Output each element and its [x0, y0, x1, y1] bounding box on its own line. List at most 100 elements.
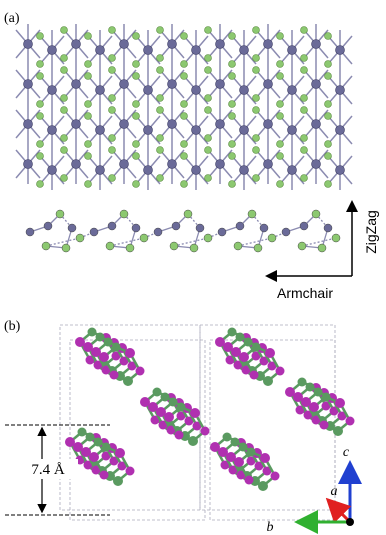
- axis-a: [330, 502, 350, 522]
- metal-atom: [120, 40, 129, 49]
- metal-atom: [196, 224, 204, 232]
- bond: [302, 238, 336, 246]
- metal-atom: [44, 222, 52, 230]
- metal-atom: [216, 80, 225, 89]
- bond: [238, 238, 272, 246]
- atom: [115, 448, 125, 458]
- chalcogen-atom: [109, 175, 116, 182]
- atom: [223, 433, 232, 442]
- metal-atom: [168, 120, 177, 129]
- chalcogen-atom: [157, 95, 164, 102]
- chalcogen-atom: [85, 33, 92, 40]
- metal-atom: [120, 160, 129, 169]
- chalcogen-atom: [109, 55, 116, 62]
- chalcogen-atom: [109, 27, 116, 34]
- chalcogen-atom: [133, 113, 140, 120]
- panel-label: (a): [4, 11, 20, 26]
- metal-atom: [336, 166, 345, 175]
- metal-atom: [218, 228, 226, 236]
- atom: [271, 472, 280, 481]
- metal-atom: [48, 86, 57, 95]
- atom: [309, 402, 319, 412]
- metal-atom: [48, 166, 57, 175]
- atom: [175, 431, 184, 440]
- chalcogen-atom: [325, 33, 332, 40]
- chalcogen-atom: [157, 135, 164, 142]
- atom: [201, 427, 210, 436]
- chalcogen-atom: [205, 175, 212, 182]
- atom: [335, 398, 345, 408]
- metal-atom: [144, 166, 153, 175]
- chalcogen-atom: [61, 107, 68, 114]
- metal-atom: [288, 166, 297, 175]
- atom: [89, 452, 99, 462]
- chalcogen-atom: [253, 55, 260, 62]
- atom: [110, 371, 119, 380]
- chalcogen-atom: [37, 181, 44, 188]
- chalcogen-atom: [205, 67, 212, 74]
- chalcogen-atom: [254, 244, 262, 252]
- atom: [333, 426, 343, 436]
- chalcogen-atom: [37, 141, 44, 148]
- atom: [234, 457, 244, 467]
- chalcogen-atom: [85, 61, 92, 68]
- chalcogen-atom: [133, 101, 140, 108]
- chalcogen-atom: [157, 107, 164, 114]
- chalcogen-atom: [318, 244, 326, 252]
- atom: [239, 352, 249, 362]
- metal-atom: [90, 228, 98, 236]
- chalcogen-atom: [301, 67, 308, 74]
- chalcogen-atom: [277, 181, 284, 188]
- chalcogen-atom: [325, 181, 332, 188]
- bond: [46, 238, 80, 246]
- metal-atom: [240, 166, 249, 175]
- chalcogen-atom: [301, 107, 308, 114]
- atom: [104, 338, 113, 347]
- atom: [112, 343, 121, 352]
- metal-atom: [192, 46, 201, 55]
- axis-label: c: [343, 445, 350, 460]
- chalcogen-atom: [253, 147, 260, 154]
- metal-atom: [168, 160, 177, 169]
- atom: [99, 352, 109, 362]
- metal-atom: [264, 40, 273, 49]
- chalcogen-atom: [205, 107, 212, 114]
- atom: [136, 367, 145, 376]
- chalcogen-atom: [109, 147, 116, 154]
- metal-atom: [48, 126, 57, 135]
- chalcogen-atom: [277, 141, 284, 148]
- chalcogen-atom: [204, 234, 212, 242]
- atom: [252, 343, 261, 352]
- chalcogen-atom: [133, 141, 140, 148]
- chalcogen-atom: [61, 55, 68, 62]
- atom: [123, 376, 133, 386]
- atom: [125, 348, 135, 358]
- metal-atom: [96, 86, 105, 95]
- atom: [177, 403, 186, 412]
- atom: [169, 398, 178, 407]
- metal-atom: [312, 40, 321, 49]
- atom: [244, 338, 253, 347]
- metal-atom: [48, 46, 57, 55]
- chalcogen-atom: [37, 153, 44, 160]
- chalcogen-atom: [229, 33, 236, 40]
- chalcogen-atom: [133, 153, 140, 160]
- origin: [346, 518, 354, 526]
- chalcogen-atom: [157, 175, 164, 182]
- metal-atom: [264, 160, 273, 169]
- chalcogen-atom: [126, 244, 134, 252]
- atom: [239, 443, 248, 452]
- metal-atom: [216, 120, 225, 129]
- chalcogen-atom: [277, 101, 284, 108]
- chalcogen-atom: [85, 101, 92, 108]
- chalcogen-atom: [325, 73, 332, 80]
- metal-atom: [24, 40, 33, 49]
- armchair-label: Armchair: [277, 285, 333, 301]
- atom: [320, 421, 329, 430]
- metal-atom: [216, 40, 225, 49]
- bond: [110, 238, 144, 246]
- chalcogen-atom: [229, 73, 236, 80]
- atom: [126, 467, 135, 476]
- metal-atom: [24, 80, 33, 89]
- metal-atom: [144, 86, 153, 95]
